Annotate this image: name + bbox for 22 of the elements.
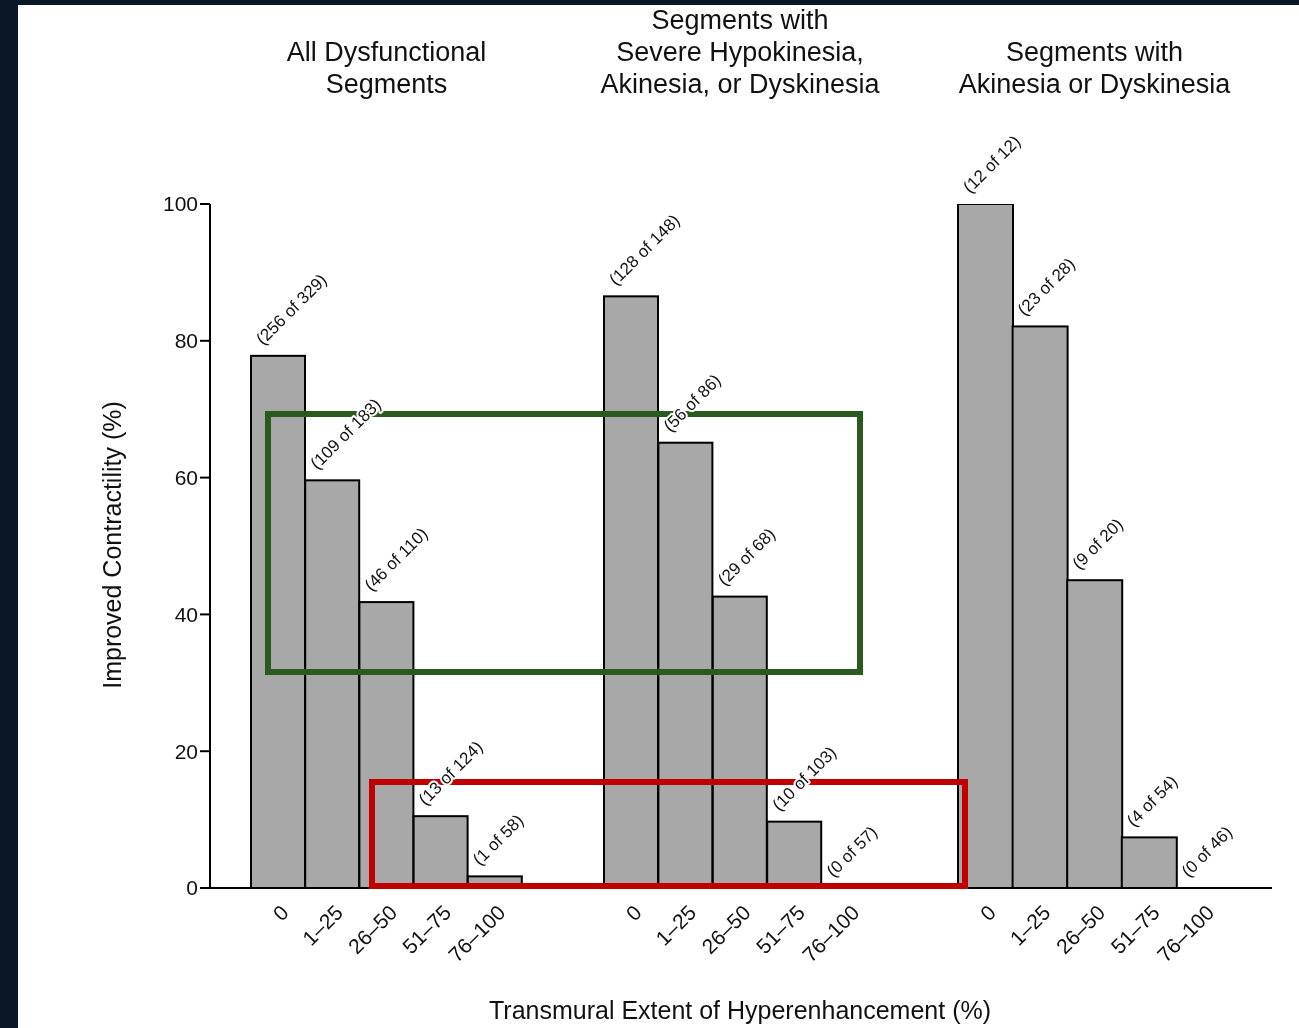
chart-title: Segments with Severe Hypokinesia, Akinesia, or Dyskinesia xyxy=(599,4,881,100)
y-tick-label: 40 xyxy=(174,602,198,626)
x-tick-label: 0 xyxy=(268,900,293,926)
data-label: (1 of 58) xyxy=(469,811,528,870)
data-label: (23 of 28) xyxy=(1013,254,1079,320)
x-tick-label: 0 xyxy=(621,900,646,926)
x-axis-title: Transmural Extent of Hyperenhancement (%) xyxy=(488,995,992,1025)
y-tick-label: 0 xyxy=(186,876,198,900)
data-label: (9 of 20) xyxy=(1068,514,1127,574)
data-label: (46 of 110) xyxy=(360,524,432,595)
data-label: (29 of 68) xyxy=(714,524,780,590)
data-label: (56 of 86) xyxy=(659,370,725,436)
y-axis-title: Improved Contractility (%) xyxy=(97,401,127,689)
chart-title: All Dysfunctional Segments xyxy=(285,36,488,100)
x-tick-label: 0 xyxy=(975,900,1001,926)
y-tick-label: 20 xyxy=(174,739,198,763)
data-label: (12 of 12) xyxy=(959,131,1025,197)
y-tick-label: 60 xyxy=(174,466,198,490)
chart-title: Segments with Akinesia or Dyskinesia xyxy=(957,36,1232,100)
data-label: (0 of 57) xyxy=(822,822,882,881)
y-tick-label: 100 xyxy=(162,192,198,216)
y-tick-label: 80 xyxy=(174,329,198,353)
